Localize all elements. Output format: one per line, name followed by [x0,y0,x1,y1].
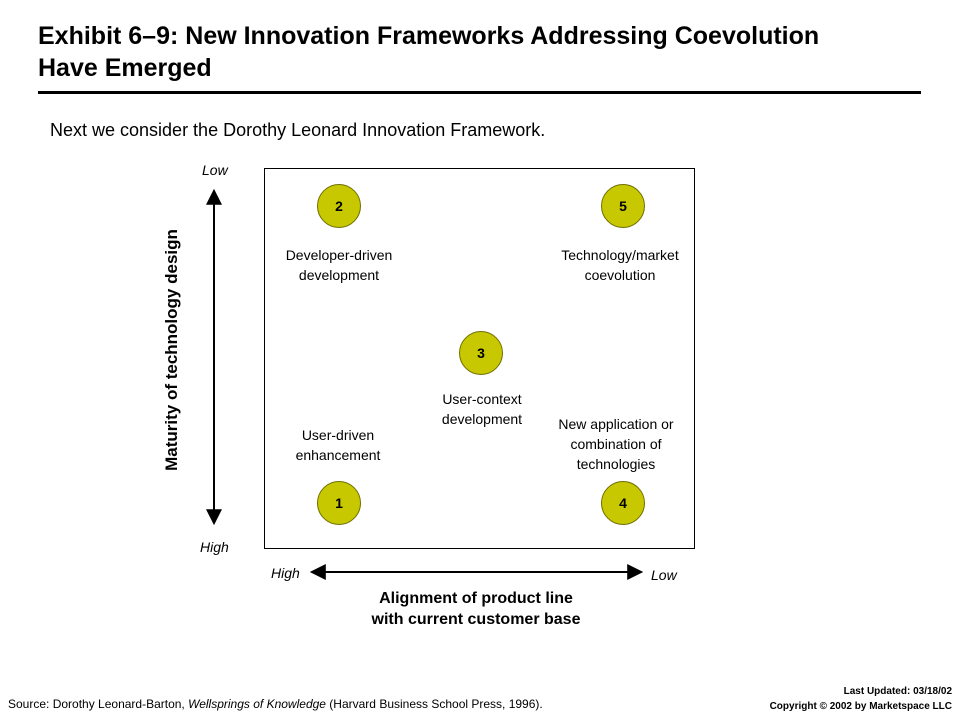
quadrant-label-4-line-2: combination of [570,436,662,452]
x-axis-title-line-1: Alignment of product line [379,590,573,607]
source-book-title: Wellsprings of Knowledge [188,697,326,711]
quadrant-circle-3: 3 [459,331,503,375]
framework-matrix [264,168,695,549]
quadrant-label-1-line-2: enhancement [295,447,381,463]
intro-text: Next we consider the Dorothy Leonard Inn… [50,120,546,140]
source-citation: Source: Dorothy Leonard-Barton, Wellspri… [8,697,543,711]
x-axis-title: Alignment of product line with current c… [326,588,626,630]
quadrant-label-3-line-1: User-context [442,391,522,407]
source-suffix: (Harvard Business School Press, 1996). [325,697,543,711]
y-axis-title: Maturity of technology design [162,229,181,471]
quadrant-label-2-line-2: development [298,267,380,283]
source-prefix: Source: Dorothy Leonard-Barton, [8,697,189,711]
quadrant-circle-2: 2 [317,184,361,228]
title-line-1: Exhibit 6–9: New Innovation Frameworks A… [38,22,820,50]
title-divider [38,91,921,94]
quadrant-label-3: User-context development [392,389,572,429]
last-updated: Last Updated: 03/18/02 [843,686,952,697]
quadrant-label-2: Developer-driven development [249,245,429,285]
quadrant-circle-4: 4 [601,481,645,525]
quadrant-label-5: Technology/market coevolution [530,245,710,285]
quadrant-label-4-line-1: New application or [558,416,674,432]
update-notice: Last Updated: 03/18/02 Copyright © 2002 … [770,684,952,714]
quadrant-label-1-line-1: User-driven [301,427,375,443]
quadrant-label-5-line-1: Technology/market [561,247,679,263]
quadrant-label-4-line-3: technologies [576,456,656,472]
x-axis-right-label: Low [651,567,677,583]
title-line-2: Have Emerged [38,54,212,82]
quadrant-circle-1: 1 [317,481,361,525]
page-title: Exhibit 6–9: New Innovation Frameworks A… [38,20,918,84]
quadrant-label-2-line-1: Developer-driven [285,247,393,263]
copyright: Copyright © 2002 by Marketspace LLC [769,701,952,712]
y-axis-bottom-label: High [200,539,229,555]
quadrant-label-5-line-2: coevolution [584,267,656,283]
quadrant-label-1: User-driven enhancement [248,425,428,465]
x-axis-left-label: High [271,565,300,581]
quadrant-circle-5: 5 [601,184,645,228]
y-axis-top-label: Low [202,162,228,178]
x-axis-title-line-2: with current customer base [371,611,581,628]
quadrant-label-3-line-2: development [441,411,523,427]
quadrant-label-4: New application or combination of techno… [526,414,706,474]
